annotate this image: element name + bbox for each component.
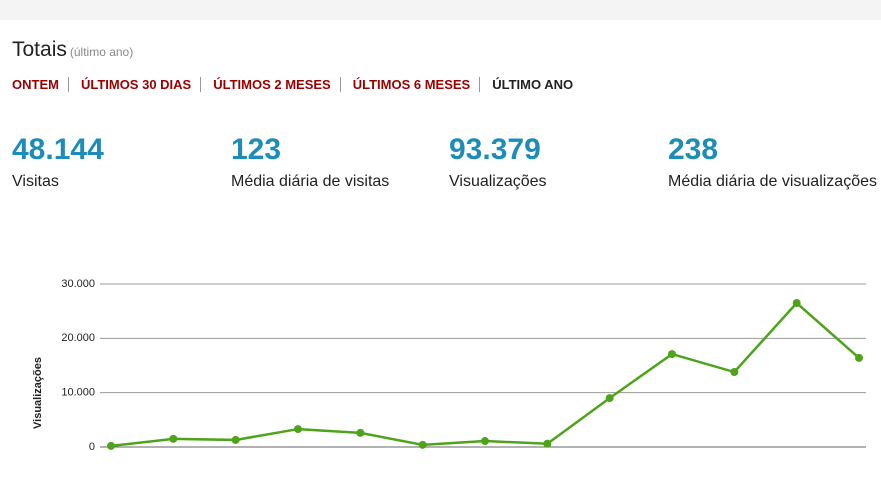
- line: [110, 301, 860, 448]
- y-tick-label: 20.000: [61, 332, 95, 344]
- y-tick-label: 0: [89, 441, 95, 453]
- stat-label: Visualizações: [449, 173, 547, 190]
- y-tick-label: 30.000: [61, 278, 95, 290]
- y-tick-label: 10.000: [61, 387, 95, 399]
- stat-label: Média diária de visualizações: [668, 173, 877, 190]
- stat-label: Média diária de visitas: [231, 173, 390, 190]
- point: [294, 425, 302, 434]
- chart: Visualizações 0 10.000 20.000 30.000: [32, 278, 866, 453]
- point: [855, 353, 863, 362]
- point: [418, 440, 427, 449]
- point: [356, 428, 365, 437]
- stat-label: Visitas: [12, 173, 59, 190]
- point: [543, 439, 552, 448]
- point: [668, 350, 676, 359]
- stat-value: 93.379: [449, 133, 541, 166]
- tabs: ONTEM ÚLTIMOS 30 DIAS ÚLTIMOS 2 MESES ÚLTIM…: [12, 77, 594, 92]
- stat: 238 Média diária de visualizações: [668, 133, 877, 191]
- point: [169, 434, 178, 443]
- stat-value: 238: [668, 133, 719, 166]
- tab[interactable]: ÚLTIMOS 6 MESES: [353, 77, 481, 92]
- tab[interactable]: ONTEM: [12, 77, 69, 92]
- point: [107, 441, 115, 450]
- point: [730, 368, 739, 377]
- tab[interactable]: ÚLTIMOS 2 MESES: [213, 77, 341, 92]
- header: Totais (último ano): [12, 38, 133, 62]
- point: [792, 299, 801, 308]
- point: [605, 394, 614, 403]
- stat: 48.144 Visitas: [12, 133, 104, 191]
- point: [481, 437, 489, 446]
- tab[interactable]: ÚLTIMO ANO: [492, 77, 574, 92]
- subtitle: (último ano): [69, 45, 134, 59]
- stat: 123 Média diária de visitas: [231, 133, 389, 191]
- stat-value: 123: [231, 133, 282, 166]
- stat-value: 48.144: [12, 133, 104, 166]
- y-axis-label: Visualizações: [32, 357, 44, 429]
- title: Totais: [12, 38, 67, 61]
- point: [231, 435, 240, 444]
- stat: 93.379 Visualizações: [449, 133, 547, 191]
- tab[interactable]: ÚLTIMOS 30 DIAS: [81, 77, 202, 92]
- top-bar: [0, 0, 881, 20]
